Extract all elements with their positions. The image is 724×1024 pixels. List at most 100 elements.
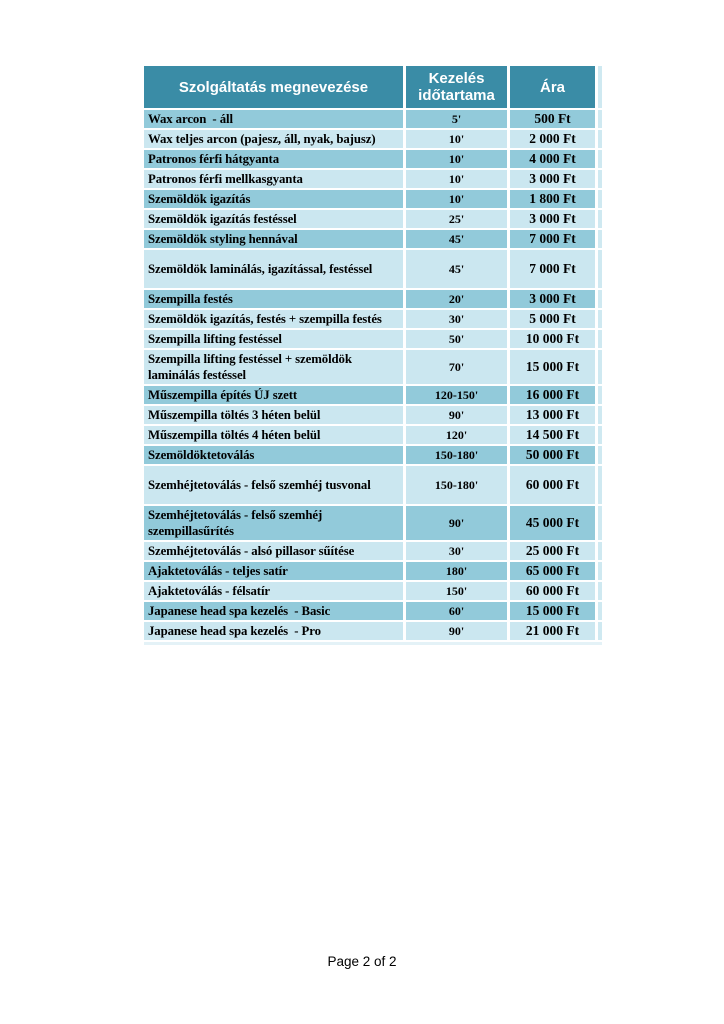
table-row: Szemöldök styling hennával 45' 7 000 Ft bbox=[144, 230, 602, 248]
duration-cell: 180' bbox=[406, 562, 507, 580]
table-right-edge-sliver bbox=[598, 506, 602, 540]
service-cell: Wax teljes arcon (pajesz, áll, nyak, baj… bbox=[144, 130, 403, 148]
table-right-edge-sliver bbox=[598, 386, 602, 404]
price-cell: 7 000 Ft bbox=[510, 250, 595, 288]
price-cell: 60 000 Ft bbox=[510, 582, 595, 600]
price-cell: 60 000 Ft bbox=[510, 466, 595, 504]
service-cell: Szempilla festés bbox=[144, 290, 403, 308]
price-cell: 13 000 Ft bbox=[510, 406, 595, 424]
table-row: Szemhéjtetoválás - felső szemhéj szempil… bbox=[144, 506, 602, 540]
service-cell: Patronos férfi mellkasgyanta bbox=[144, 170, 403, 188]
table-row: Szemöldök laminálás, igazítással, festés… bbox=[144, 250, 602, 288]
header-row: Szolgáltatás megnevezése Kezelés időtart… bbox=[144, 66, 602, 108]
service-cell: Szemöldök styling hennával bbox=[144, 230, 403, 248]
service-cell: Műszempilla töltés 3 héten belül bbox=[144, 406, 403, 424]
table-row: Patronos férfi mellkasgyanta 10' 3 000 Ft bbox=[144, 170, 602, 188]
service-cell: Ajaktetoválás - teljes satír bbox=[144, 562, 403, 580]
duration-cell: 90' bbox=[406, 506, 507, 540]
table-row: Szemhéjtetoválás - alsó pillasor sűítése… bbox=[144, 542, 602, 560]
price-cell: 16 000 Ft bbox=[510, 386, 595, 404]
service-cell: Szempilla lifting festéssel bbox=[144, 330, 403, 348]
table-row: Műszempilla töltés 4 héten belül 120' 14 5… bbox=[144, 426, 602, 444]
table-right-edge-sliver bbox=[598, 350, 602, 384]
table-row: Ajaktetoválás - félsatír 150' 60 000 Ft bbox=[144, 582, 602, 600]
duration-cell: 50' bbox=[406, 330, 507, 348]
table-right-edge-sliver bbox=[598, 602, 602, 620]
duration-cell: 45' bbox=[406, 250, 507, 288]
service-cell: Szemhéjtetoválás - felső szemhéj tusvona… bbox=[144, 466, 403, 504]
duration-cell: 150-180' bbox=[406, 446, 507, 464]
table-right-edge-sliver bbox=[598, 426, 602, 444]
table-row: Ajaktetoválás - teljes satír 180' 65 000 F… bbox=[144, 562, 602, 580]
table-row: Szemöldök igazítás, festés + szempilla f… bbox=[144, 310, 602, 328]
price-cell: 14 500 Ft bbox=[510, 426, 595, 444]
price-cell: 65 000 Ft bbox=[510, 562, 595, 580]
service-cell: Műszempilla töltés 4 héten belül bbox=[144, 426, 403, 444]
service-cell: Szemöldöktetoválás bbox=[144, 446, 403, 464]
duration-cell: 150' bbox=[406, 582, 507, 600]
service-cell: Japanese head spa kezelés - Basic bbox=[144, 602, 403, 620]
table-right-edge-sliver bbox=[598, 190, 602, 208]
duration-cell: 90' bbox=[406, 622, 507, 640]
table-bottom-strip bbox=[144, 642, 602, 645]
table-right-edge-sliver bbox=[598, 406, 602, 424]
table-row: Szemöldöktetoválás 150-180' 50 000 Ft bbox=[144, 446, 602, 464]
table-right-edge-sliver bbox=[598, 582, 602, 600]
service-cell: Szemöldök igazítás, festés + szempilla f… bbox=[144, 310, 403, 328]
price-cell: 3 000 Ft bbox=[510, 210, 595, 228]
table-row: Szempilla festés 20' 3 000 Ft bbox=[144, 290, 602, 308]
price-cell: 2 000 Ft bbox=[510, 130, 595, 148]
price-cell: 500 Ft bbox=[510, 110, 595, 128]
service-cell: Ajaktetoválás - félsatír bbox=[144, 582, 403, 600]
duration-cell: 45' bbox=[406, 230, 507, 248]
table-right-edge-sliver bbox=[598, 466, 602, 504]
table-right-edge-sliver bbox=[598, 230, 602, 248]
price-table: Szolgáltatás megnevezése Kezelés időtart… bbox=[141, 64, 605, 647]
table-right-edge-sliver bbox=[598, 622, 602, 640]
price-cell: 3 000 Ft bbox=[510, 290, 595, 308]
service-cell: Műszempilla építés ÚJ szett bbox=[144, 386, 403, 404]
table-row: Patronos férfi hátgyanta 10' 4 000 Ft bbox=[144, 150, 602, 168]
duration-cell: 30' bbox=[406, 542, 507, 560]
price-cell: 15 000 Ft bbox=[510, 350, 595, 384]
duration-cell: 90' bbox=[406, 406, 507, 424]
table-row: Szempilla lifting festéssel 50' 10 000 Ft bbox=[144, 330, 602, 348]
duration-cell: 150-180' bbox=[406, 466, 507, 504]
service-cell: Szempilla lifting festéssel + szemöldök … bbox=[144, 350, 403, 384]
service-cell: Patronos férfi hátgyanta bbox=[144, 150, 403, 168]
duration-cell: 120' bbox=[406, 426, 507, 444]
table-row: Műszempilla töltés 3 héten belül 90' 13 00… bbox=[144, 406, 602, 424]
table-right-edge-sliver bbox=[598, 542, 602, 560]
col-header-service: Szolgáltatás megnevezése bbox=[144, 66, 403, 108]
duration-cell: 70' bbox=[406, 350, 507, 384]
duration-cell: 10' bbox=[406, 170, 507, 188]
price-cell: 15 000 Ft bbox=[510, 602, 595, 620]
duration-cell: 10' bbox=[406, 130, 507, 148]
price-cell: 1 800 Ft bbox=[510, 190, 595, 208]
price-cell: 5 000 Ft bbox=[510, 310, 595, 328]
service-cell: Szemöldök igazítás festéssel bbox=[144, 210, 403, 228]
service-cell: Szemöldök igazítás bbox=[144, 190, 403, 208]
table-right-edge-sliver bbox=[598, 66, 602, 108]
duration-cell: 10' bbox=[406, 150, 507, 168]
table-row: Wax teljes arcon (pajesz, áll, nyak, baj… bbox=[144, 130, 602, 148]
col-header-duration: Kezelés időtartama bbox=[406, 66, 507, 108]
table-row: Japanese head spa kezelés - Basic 60' 15 0… bbox=[144, 602, 602, 620]
duration-cell: 25' bbox=[406, 210, 507, 228]
table-bottom-strip bbox=[144, 642, 602, 645]
table-row: Szemöldök igazítás festéssel 25' 3 000 Ft bbox=[144, 210, 602, 228]
table-row: Szemöldök igazítás 10' 1 800 Ft bbox=[144, 190, 602, 208]
table-right-edge-sliver bbox=[598, 170, 602, 188]
table-right-edge-sliver bbox=[598, 330, 602, 348]
table-right-edge-sliver bbox=[598, 310, 602, 328]
table-row: Szempilla lifting festéssel + szemöldök … bbox=[144, 350, 602, 384]
service-cell: Wax arcon - áll bbox=[144, 110, 403, 128]
duration-cell: 120-150' bbox=[406, 386, 507, 404]
duration-cell: 10' bbox=[406, 190, 507, 208]
page-footer: Page 2 of 2 bbox=[327, 954, 397, 969]
price-cell: 45 000 Ft bbox=[510, 506, 595, 540]
table-right-edge-sliver bbox=[598, 290, 602, 308]
table-right-edge-sliver bbox=[598, 110, 602, 128]
duration-cell: 5' bbox=[406, 110, 507, 128]
price-cell: 7 000 Ft bbox=[510, 230, 595, 248]
